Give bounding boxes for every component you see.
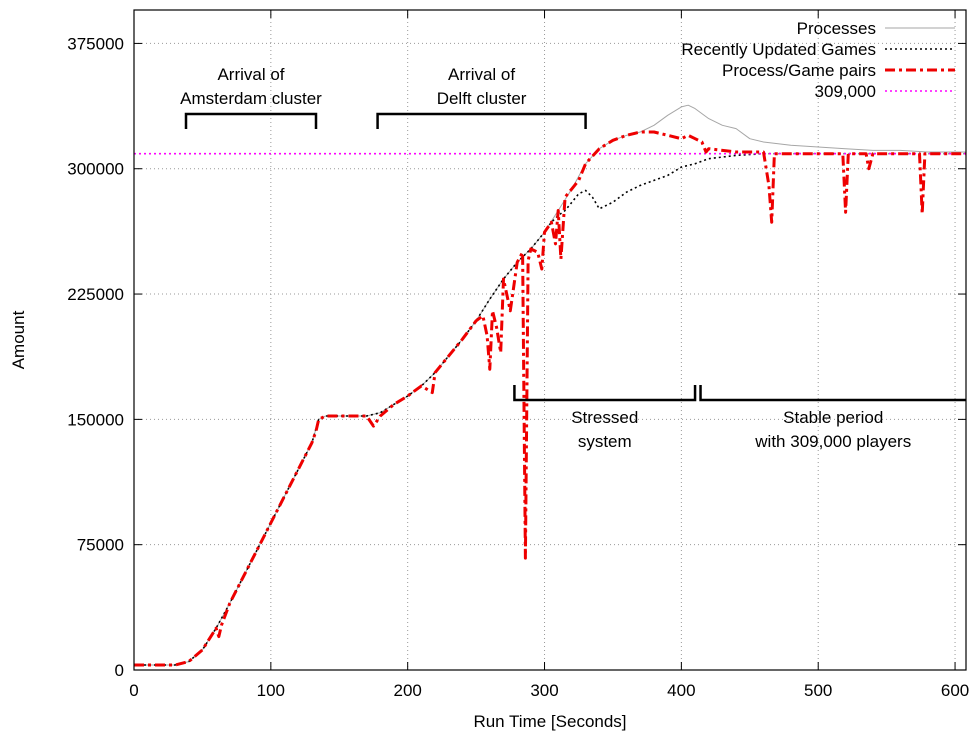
x-tick-label: 200 bbox=[393, 681, 421, 700]
series-line-2 bbox=[134, 130, 966, 667]
legend-label: Processes bbox=[797, 19, 876, 38]
ticks: 0 100 200 300 400 500 600 0 75000 150000 225000 300… bbox=[67, 10, 969, 700]
x-axis-label: Run Time [Seconds] bbox=[473, 712, 626, 731]
x-tick-label: 600 bbox=[941, 681, 969, 700]
grid bbox=[134, 10, 966, 670]
series-layer bbox=[134, 104, 966, 667]
annotation-bracket bbox=[699, 385, 966, 402]
annotation-text: Amsterdam cluster bbox=[180, 89, 322, 108]
x-tick-label: 400 bbox=[667, 681, 695, 700]
plot-frame bbox=[133, 9, 967, 671]
y-tick-label: 0 bbox=[115, 661, 124, 680]
x-tick-label: 500 bbox=[804, 681, 832, 700]
x-tick-label: 300 bbox=[530, 681, 558, 700]
annotation-text: Arrival of bbox=[448, 65, 515, 84]
annotations: Arrival of Amsterdam cluster Arrival of Del… bbox=[180, 65, 966, 451]
legend-label: 309,000 bbox=[815, 82, 876, 101]
y-tick-label: 375000 bbox=[67, 34, 124, 53]
annotation-text: Delft cluster bbox=[437, 89, 527, 108]
legend-label: Process/Game pairs bbox=[722, 61, 876, 80]
x-tick-label: 100 bbox=[257, 681, 285, 700]
x-tick-label: 0 bbox=[129, 681, 138, 700]
annotation-text: system bbox=[578, 432, 632, 451]
annotation-text: Stressed bbox=[571, 408, 638, 427]
annotation-text: Stable period bbox=[783, 408, 883, 427]
annotation-text: with 309,000 players bbox=[754, 432, 911, 451]
y-tick-label: 300000 bbox=[67, 160, 124, 179]
annotation-bracket bbox=[513, 385, 697, 402]
y-tick-label: 225000 bbox=[67, 285, 124, 304]
legend-label: Recently Updated Games bbox=[681, 40, 876, 59]
y-tick-label: 150000 bbox=[67, 410, 124, 429]
y-tick-label: 75000 bbox=[77, 536, 124, 555]
annotation-bracket bbox=[376, 112, 587, 129]
y-axis-label: Amount bbox=[9, 310, 28, 369]
annotation-bracket bbox=[184, 112, 318, 129]
legend: Processes Recently Updated Games Process/G… bbox=[681, 19, 955, 101]
annotation-text: Arrival of bbox=[217, 65, 284, 84]
